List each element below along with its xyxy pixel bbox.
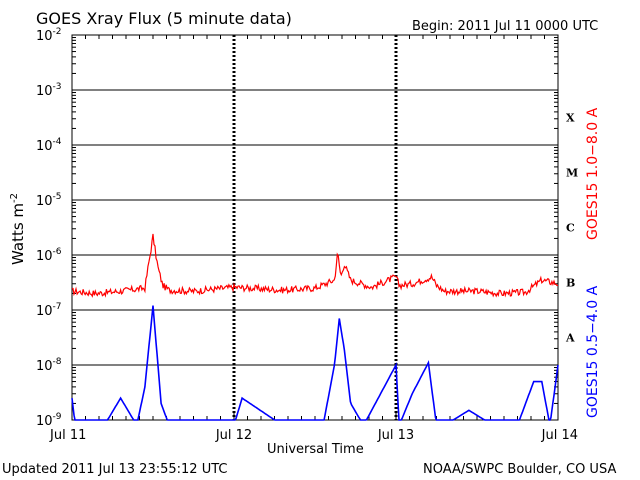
series-label-short: GOES15 0.5−4.0 A <box>585 285 601 418</box>
x-tick-label: Jul 11 <box>49 428 86 443</box>
grid-lines <box>72 35 558 420</box>
x-tick-label: Jul 12 <box>215 428 252 443</box>
y-axis-ticks: 10-9 10-8 10-7 10-6 10-5 10-4 10-3 10-2 <box>36 27 558 429</box>
y-tick-label: 10-6 <box>36 247 62 264</box>
plot-frame <box>71 34 559 421</box>
flare-class-a: A <box>565 332 575 345</box>
y-axis-label: Watts m-2 <box>9 193 27 265</box>
begin-label: Begin: 2011 Jul 11 0000 UTC <box>412 19 598 34</box>
x-axis-label: Universal Time <box>267 442 364 457</box>
flare-class-m: M <box>566 167 578 180</box>
series-line-short <box>71 305 559 421</box>
y-tick-label: 10-8 <box>36 357 62 374</box>
y-tick-label: 10-4 <box>36 137 62 154</box>
y-tick-label: 10-7 <box>36 302 62 319</box>
series-label-long: GOES15 1.0−8.0 A <box>585 107 601 240</box>
flare-class-c: C <box>566 222 575 235</box>
y-tick-label: 10-2 <box>36 27 62 44</box>
y-tick-label: 10-5 <box>36 192 62 209</box>
y-tick-label: 10-3 <box>36 82 62 99</box>
series-line-long <box>71 233 559 298</box>
flare-class-b: B <box>566 277 575 290</box>
x-axis-ticks: Jul 11 Jul 12 Jul 13 Jul 14 <box>49 35 578 443</box>
y-axis-label-base: Watts m <box>9 203 27 265</box>
flare-class-labels: A B C M X <box>565 112 578 345</box>
x-tick-label: Jul 14 <box>541 428 578 443</box>
footer-credit: NOAA/SWPC Boulder, CO USA <box>423 462 616 477</box>
data-series <box>71 233 559 421</box>
flare-class-x: X <box>566 112 575 125</box>
y-axis-label-exp: -2 <box>9 193 20 203</box>
x-tick-label: Jul 13 <box>377 428 414 443</box>
y-tick-label: 10-9 <box>36 412 62 429</box>
chart-title: GOES Xray Flux (5 minute data) <box>36 9 292 28</box>
footer-updated: Updated 2011 Jul 13 23:55:12 UTC <box>2 462 227 477</box>
